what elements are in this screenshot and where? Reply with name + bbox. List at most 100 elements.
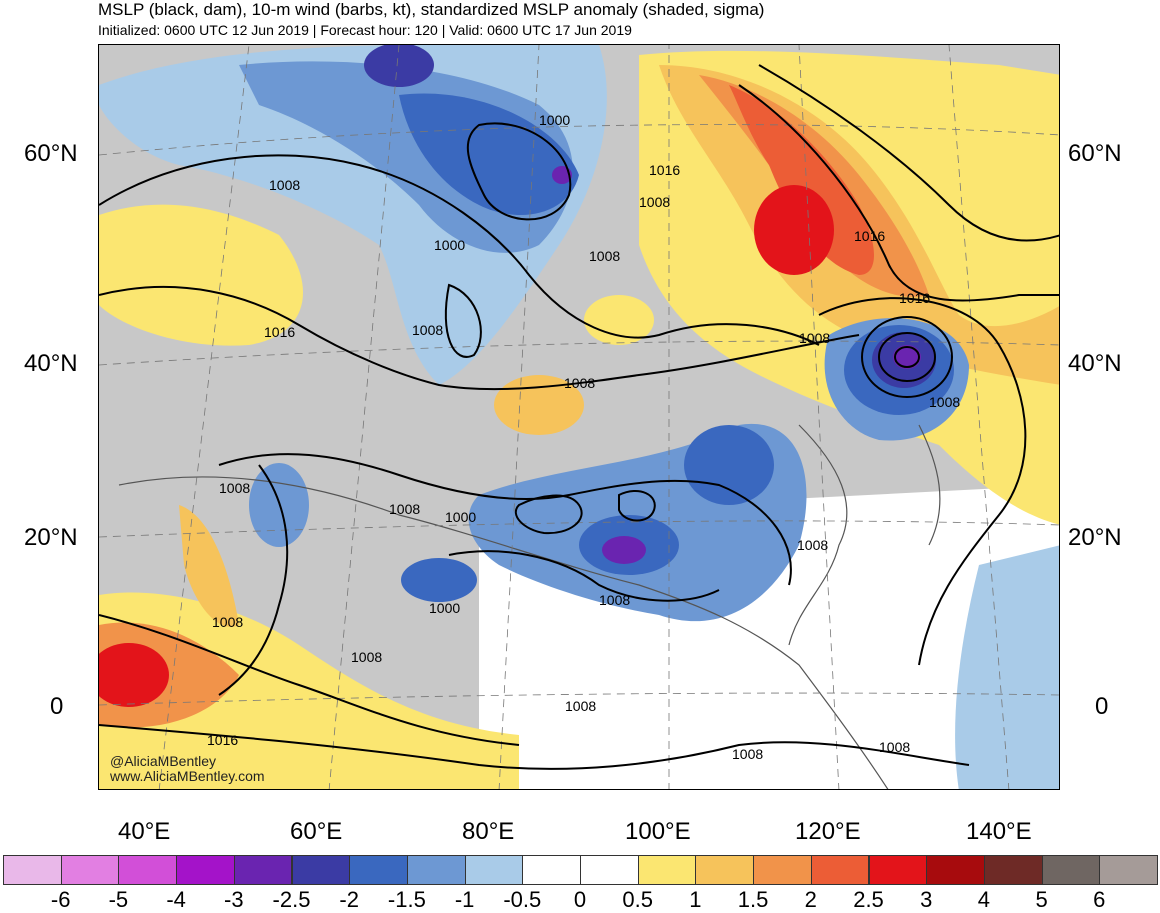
colorbar-swatch (118, 855, 178, 885)
colorbar-swatch (176, 855, 235, 885)
colorbar-swatch (868, 855, 928, 885)
colorbar-tick-label: -6 (50, 887, 71, 912)
colorbar-tick-label: -3 (224, 887, 244, 912)
lat-label-left: 0 (50, 693, 64, 720)
colorbar-swatch (406, 855, 466, 885)
credit-website: www.AliciaMBentley.com (110, 768, 265, 784)
anomaly-minus-2-2.5-north (364, 45, 434, 87)
coastline-japan (918, 424, 941, 546)
colorbar-swatch (1041, 855, 1101, 885)
coastline-south (118, 476, 889, 789)
isobar-label: 1016 (207, 732, 238, 748)
colorbar-tick-label: 3 (920, 887, 933, 912)
isobar-label: 1008 (219, 480, 250, 496)
isobar-label: 1016 (264, 324, 295, 340)
isobar-label: 1008 (599, 592, 630, 608)
colorbar-swatch (695, 855, 755, 885)
colorbar-swatch (753, 855, 812, 885)
coastline-china (788, 424, 848, 646)
isobar-label: 1008 (565, 698, 596, 714)
colorbar-swatch (522, 855, 581, 885)
isobar-label: 1000 (429, 600, 460, 616)
anomaly-minus-1.5-2-china (684, 425, 774, 505)
colorbar-tick-label: -2 (339, 887, 359, 912)
isobar-label: 1008 (732, 746, 763, 762)
lat-label-right: 20°N (1068, 524, 1122, 551)
isobar-label: 1016 (854, 228, 885, 244)
anomaly-1-1.5-arabia (179, 505, 239, 627)
anomaly-minus-0.5-1-pacific (955, 545, 1059, 789)
isobar-label: 1008 (412, 322, 443, 338)
anomaly-minus-1.5-2-india (401, 558, 477, 602)
lat-label-right: 0 (1095, 693, 1109, 720)
isobar-label: 1016 (649, 162, 680, 178)
positive-anomaly-southwest (99, 592, 519, 789)
colorbar-tick-label: -1.5 (387, 887, 426, 912)
isobar-label: 1008 (879, 739, 910, 755)
colorbar-swatch (233, 855, 293, 885)
lon-label: 60°E (290, 818, 343, 845)
colorbar-tick-label: -0.5 (503, 887, 542, 912)
colorbar-swatch (810, 855, 870, 885)
isobar-label: 1000 (434, 237, 465, 253)
positive-anomaly-west (99, 204, 303, 346)
isobar-label: 1008 (212, 614, 243, 630)
isobar-label: 1008 (799, 330, 830, 346)
colorbar-tick-label: 2.5 (853, 887, 884, 912)
anomaly-2.5-3-core (754, 185, 834, 275)
colorbar-tick-label: 6 (1093, 887, 1106, 912)
isobar-label: 1008 (797, 537, 828, 553)
anomaly-2-2.5-northeast (729, 85, 874, 275)
colorbar-tick-label: 0.5 (622, 887, 653, 912)
colorbar-swatch (464, 855, 524, 885)
colorbar-swatch (1099, 855, 1158, 885)
isobar-label: 1008 (564, 375, 595, 391)
lat-label-right: 60°N (1068, 140, 1122, 167)
anomaly-2.5-3-southwest (99, 643, 169, 707)
lon-label: 100°E (625, 818, 691, 845)
colorbar-swatch (580, 855, 639, 885)
colorbar-swatch (349, 855, 408, 885)
lat-label-left: 40°N (24, 350, 78, 377)
map-canvas: 1000 1008 1016 1016 1008 1000 1008 1016 … (99, 45, 1059, 789)
colorbar-swatch (637, 855, 697, 885)
graticule (99, 45, 1059, 789)
map-panel: 1000 1008 1016 1016 1008 1000 1008 1016 … (98, 44, 1060, 790)
lon-label: 80°E (462, 818, 515, 845)
isobar-label: 1000 (445, 509, 476, 525)
positive-anomaly-mongolia (584, 295, 654, 345)
colorbar-tick-label: 2 (804, 887, 817, 912)
map-subtitle: Initialized: 0600 UTC 12 Jun 2019 | Fore… (98, 22, 632, 38)
lon-label: 120°E (795, 818, 861, 845)
isobar-label: 1008 (589, 248, 620, 264)
isobar-label: 1000 (539, 112, 570, 128)
lat-label-right: 40°N (1068, 350, 1122, 377)
lon-label: 40°E (118, 818, 171, 845)
isobar-label: 1008 (389, 501, 420, 517)
isobar-label: 1016 (899, 290, 930, 306)
colorbar-swatch (983, 855, 1043, 885)
isobar-label: 1008 (929, 394, 960, 410)
colorbar-swatch (60, 855, 120, 885)
isobar-label-group: 1000 1008 1016 1016 1008 1000 1008 1016 … (207, 112, 960, 762)
credit-handle: @AliciaMBentley (110, 753, 217, 769)
colorbar-tick-label: 4 (977, 887, 991, 912)
isobar-label: 1008 (639, 194, 670, 210)
isobar-label: 1008 (351, 649, 382, 665)
colorbar-swatch (291, 855, 351, 885)
map-title: MSLP (black, dam), 10-m wind (barbs, kt)… (98, 0, 765, 19)
lon-label: 140°E (966, 818, 1032, 845)
colorbar-tick-label: -2.5 (272, 887, 311, 912)
isobar-lines (99, 64, 1059, 770)
isobar-label: 1008 (269, 177, 300, 193)
colorbar-swatch (926, 855, 985, 885)
colorbar-tick-label: 1.5 (737, 887, 769, 912)
anomaly-1-1.5-central (494, 375, 584, 435)
colorbar-tick-label: 0 (573, 887, 587, 912)
anomaly-minus-2.5-3-bay (602, 536, 646, 564)
anomaly-minus-2.5-3-korea-core (893, 345, 921, 369)
lat-label-left: 20°N (24, 524, 78, 551)
colorbar-swatch (3, 855, 62, 885)
colorbar-tick-label: -1 (454, 887, 475, 912)
anomaly-minus-1.5-2-north (399, 93, 579, 215)
